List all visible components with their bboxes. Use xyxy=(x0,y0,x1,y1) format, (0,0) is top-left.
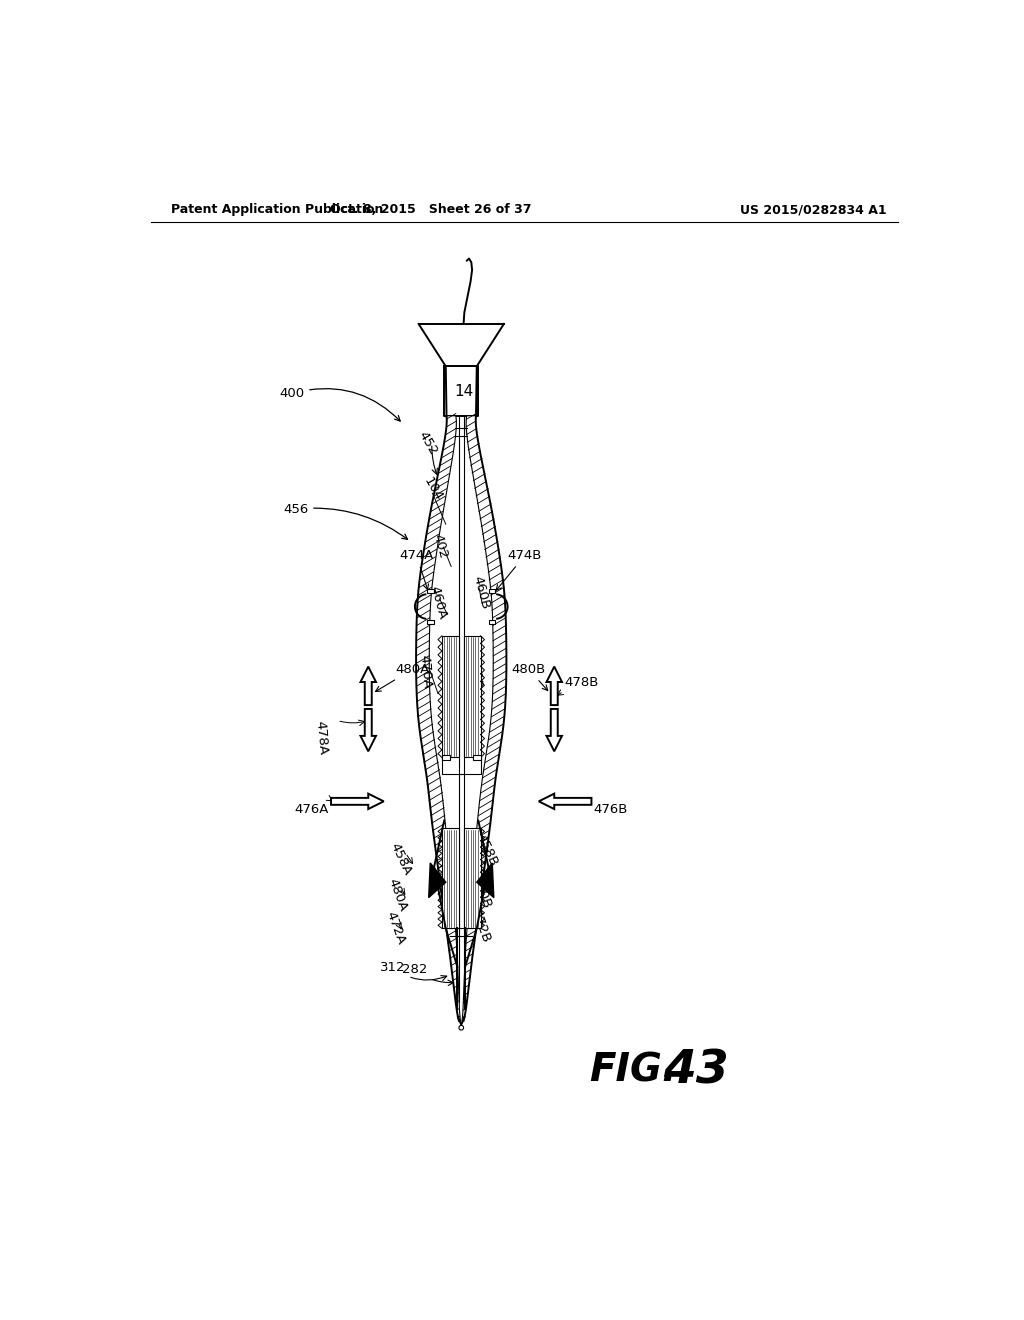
Polygon shape xyxy=(360,709,376,751)
Polygon shape xyxy=(462,416,507,1020)
Text: 478B: 478B xyxy=(564,676,599,689)
Bar xyxy=(427,619,433,624)
Text: 458A: 458A xyxy=(387,841,414,878)
Text: 400: 400 xyxy=(280,387,400,421)
Polygon shape xyxy=(331,793,384,809)
Text: 480A: 480A xyxy=(385,876,410,912)
Text: 478A: 478A xyxy=(313,719,330,755)
Polygon shape xyxy=(360,667,376,705)
Text: 282: 282 xyxy=(401,964,454,986)
Polygon shape xyxy=(416,416,461,1020)
Text: 452: 452 xyxy=(416,429,439,457)
Bar xyxy=(442,636,459,758)
Circle shape xyxy=(459,1026,464,1030)
Polygon shape xyxy=(547,709,562,751)
Text: US 2015/0282834 A1: US 2015/0282834 A1 xyxy=(740,203,887,216)
Text: 476A: 476A xyxy=(295,803,329,816)
Text: 474A: 474A xyxy=(399,549,433,590)
Text: FIG.: FIG. xyxy=(589,1052,677,1090)
Text: 470A: 470A xyxy=(418,655,433,690)
Text: 476B: 476B xyxy=(593,803,628,816)
Text: 458B: 458B xyxy=(473,832,500,869)
Bar xyxy=(442,829,459,928)
Text: 480A: 480A xyxy=(376,663,430,692)
Text: 312: 312 xyxy=(380,961,446,981)
Text: 402: 402 xyxy=(430,532,450,560)
Text: Patent Application Publication: Patent Application Publication xyxy=(171,203,383,216)
Polygon shape xyxy=(547,667,562,705)
Bar xyxy=(427,589,433,594)
Text: 474B: 474B xyxy=(497,549,542,590)
Polygon shape xyxy=(429,863,445,898)
Polygon shape xyxy=(477,863,494,898)
Bar xyxy=(464,636,480,758)
Bar xyxy=(442,755,450,760)
Text: 456: 456 xyxy=(283,503,408,540)
Text: 104: 104 xyxy=(421,475,444,503)
Bar xyxy=(473,755,480,760)
Text: 480B: 480B xyxy=(512,663,548,690)
Polygon shape xyxy=(539,793,592,809)
Text: Oct. 8, 2015   Sheet 26 of 37: Oct. 8, 2015 Sheet 26 of 37 xyxy=(330,203,531,216)
Text: 472B: 472B xyxy=(468,908,493,945)
Bar xyxy=(489,619,496,624)
Bar xyxy=(464,829,480,928)
Text: 480B: 480B xyxy=(469,874,493,911)
Text: 460B: 460B xyxy=(470,574,492,611)
Bar xyxy=(489,589,496,594)
Text: 43: 43 xyxy=(663,1048,728,1093)
Text: 14: 14 xyxy=(454,384,473,399)
Text: 470B: 470B xyxy=(467,655,483,690)
Text: 472A: 472A xyxy=(384,909,408,946)
Text: 460A: 460A xyxy=(428,583,450,620)
